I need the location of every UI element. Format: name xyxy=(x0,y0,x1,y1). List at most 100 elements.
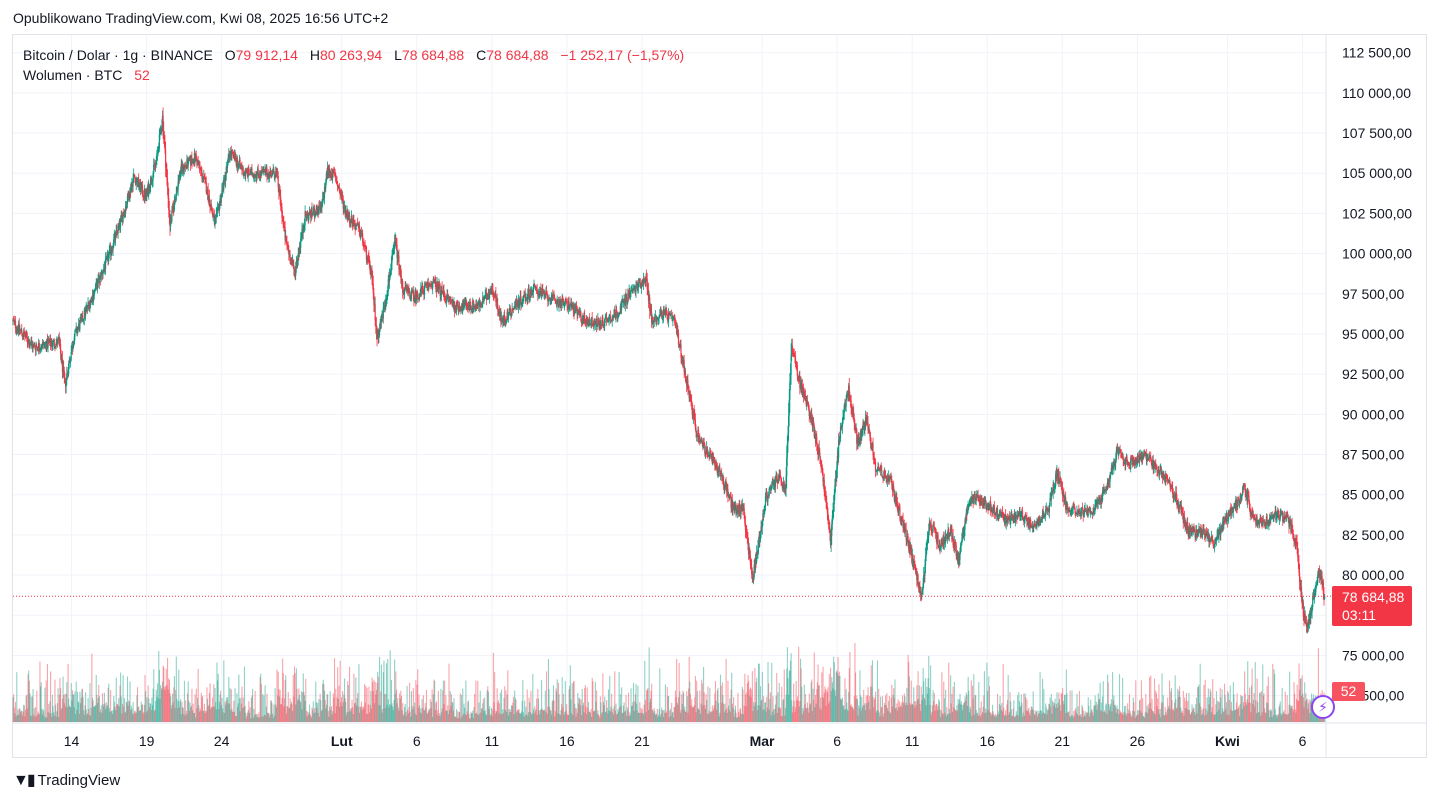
candle-body xyxy=(651,317,653,323)
volume-bar xyxy=(338,685,340,722)
volume-bar xyxy=(886,708,889,722)
volume-bar xyxy=(1190,713,1192,722)
volume-bar xyxy=(848,668,850,722)
candle-body xyxy=(829,532,832,545)
volume-bar xyxy=(511,705,513,722)
candle-body xyxy=(40,348,42,349)
volume-bar xyxy=(1189,709,1191,722)
candle-body xyxy=(668,312,670,315)
volume-bar xyxy=(372,681,374,722)
candle-body xyxy=(876,470,878,472)
volume-bar xyxy=(699,690,701,722)
candle-body xyxy=(47,341,49,348)
volume-bar xyxy=(212,706,214,722)
volume-bar xyxy=(728,709,730,722)
volume-bar xyxy=(1079,715,1081,722)
volume-bar xyxy=(430,701,433,722)
candle-body xyxy=(853,417,855,424)
volume-bar xyxy=(387,659,389,722)
candle-body xyxy=(139,181,142,192)
volume-bar xyxy=(190,705,192,722)
candle-body xyxy=(814,434,817,443)
volume-bar xyxy=(1266,685,1268,722)
candle-body xyxy=(52,340,54,346)
volume-bar xyxy=(1220,697,1222,722)
volume-bar xyxy=(586,714,588,722)
candle-body xyxy=(461,306,463,312)
volume-bar xyxy=(510,712,512,722)
candle-body xyxy=(707,454,709,456)
volume-bar xyxy=(310,715,312,722)
volume-bar xyxy=(329,691,331,722)
volume-bar xyxy=(132,702,134,722)
volume-bar xyxy=(1015,715,1017,722)
candle-body xyxy=(206,192,208,194)
candle-body xyxy=(84,309,86,316)
candle-body xyxy=(368,256,370,260)
candle-body xyxy=(410,298,412,300)
candle-body xyxy=(280,197,282,207)
y-tick-label: 87 500,00 xyxy=(1342,447,1404,463)
volume-bar xyxy=(1240,696,1243,722)
volume-bar xyxy=(1092,712,1094,722)
candle-body xyxy=(388,279,390,282)
volume-bar xyxy=(1108,710,1111,722)
volume-bar xyxy=(991,704,994,722)
volume-bar xyxy=(1020,694,1022,722)
volume-bar xyxy=(321,709,323,722)
volume-bar xyxy=(956,710,959,722)
volume-bar xyxy=(414,713,416,722)
candle-body xyxy=(864,416,867,427)
volume-bar xyxy=(1282,713,1284,722)
candle-body xyxy=(752,577,754,581)
candle-body xyxy=(440,295,442,297)
volume-bar xyxy=(324,699,326,722)
candle-body xyxy=(378,335,380,338)
candle-body xyxy=(523,295,525,297)
candle-body xyxy=(613,309,615,316)
volume-bar xyxy=(1163,714,1165,722)
volume-bar xyxy=(252,717,254,722)
candle-body xyxy=(111,249,113,252)
candle-body xyxy=(332,169,334,179)
volume-bar xyxy=(614,710,616,722)
candle-body xyxy=(759,534,761,541)
candle-body xyxy=(654,315,656,317)
candle-body xyxy=(83,309,85,320)
x-tick-label: 11 xyxy=(485,733,500,749)
volume-bar xyxy=(410,691,413,722)
volume-bar xyxy=(668,717,670,722)
candle-body xyxy=(888,476,890,480)
volume-bar xyxy=(602,701,605,722)
candle-body xyxy=(628,289,630,296)
candle-body xyxy=(119,220,121,227)
volume-bar xyxy=(427,712,429,722)
candle-body xyxy=(261,171,263,175)
volume-bar xyxy=(1055,707,1057,722)
candle-body xyxy=(822,472,824,482)
candle-body xyxy=(80,317,82,319)
volume-bar xyxy=(251,695,253,722)
volume-bar xyxy=(91,697,94,722)
candle-body xyxy=(603,325,605,327)
candle-body xyxy=(153,164,155,174)
volume-bar xyxy=(1309,701,1311,722)
volume-bar xyxy=(606,700,608,722)
volume-bar xyxy=(29,693,31,722)
volume-bar xyxy=(203,711,205,722)
volume-bar xyxy=(1007,674,1009,722)
candle-body xyxy=(831,524,833,537)
candle-body xyxy=(772,484,775,485)
volume-bar xyxy=(821,697,823,722)
volume-bar xyxy=(39,661,41,722)
volume-bar xyxy=(990,712,992,722)
volume-bar xyxy=(302,673,304,722)
candle-body xyxy=(722,477,725,486)
volume-bar xyxy=(842,705,844,722)
volume-bar xyxy=(611,712,613,722)
volume-bar xyxy=(88,708,90,722)
chart-frame[interactable] xyxy=(12,34,1427,758)
volume-bar xyxy=(544,709,546,722)
candle-body xyxy=(145,192,147,200)
